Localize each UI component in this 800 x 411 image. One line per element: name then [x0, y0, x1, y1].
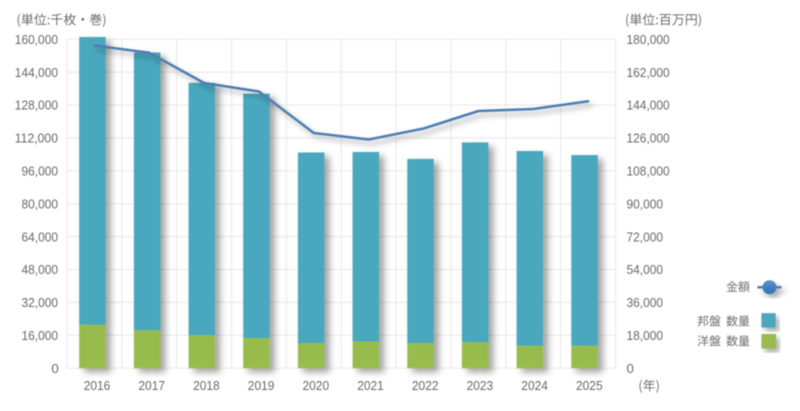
svg-text:2018: 2018	[193, 378, 220, 393]
svg-text:96,000: 96,000	[22, 164, 59, 179]
svg-text:80,000: 80,000	[22, 196, 59, 211]
svg-text:2019: 2019	[248, 378, 275, 393]
svg-text:108,000: 108,000	[627, 164, 670, 179]
svg-text:2020: 2020	[303, 378, 330, 393]
svg-text:144,000: 144,000	[627, 98, 670, 113]
svg-text:72,000: 72,000	[627, 229, 664, 244]
svg-text:112,000: 112,000	[15, 131, 58, 146]
svg-text:54,000: 54,000	[627, 262, 664, 277]
svg-text:0: 0	[627, 361, 634, 376]
svg-text:32,000: 32,000	[22, 295, 59, 310]
svg-text:2016: 2016	[84, 378, 111, 393]
svg-text:0: 0	[51, 361, 58, 376]
svg-text:64,000: 64,000	[22, 229, 59, 244]
svg-text:144,000: 144,000	[15, 65, 58, 80]
svg-text:180,000: 180,000	[627, 32, 670, 47]
svg-text:2021: 2021	[357, 378, 384, 393]
svg-text:90,000: 90,000	[627, 196, 664, 211]
svg-text:48,000: 48,000	[22, 262, 59, 277]
svg-text:2023: 2023	[467, 378, 494, 393]
svg-text:162,000: 162,000	[627, 65, 670, 80]
svg-text:126,000: 126,000	[627, 131, 670, 146]
svg-text:160,000: 160,000	[15, 32, 58, 47]
svg-text:128,000: 128,000	[15, 98, 58, 113]
svg-text:2024: 2024	[521, 378, 548, 393]
svg-text:16,000: 16,000	[22, 328, 59, 343]
svg-text:2017: 2017	[138, 378, 165, 393]
svg-text:18,000: 18,000	[627, 328, 664, 343]
svg-text:2022: 2022	[412, 378, 439, 393]
svg-text:36,000: 36,000	[627, 295, 664, 310]
svg-text:2025: 2025	[576, 378, 603, 393]
